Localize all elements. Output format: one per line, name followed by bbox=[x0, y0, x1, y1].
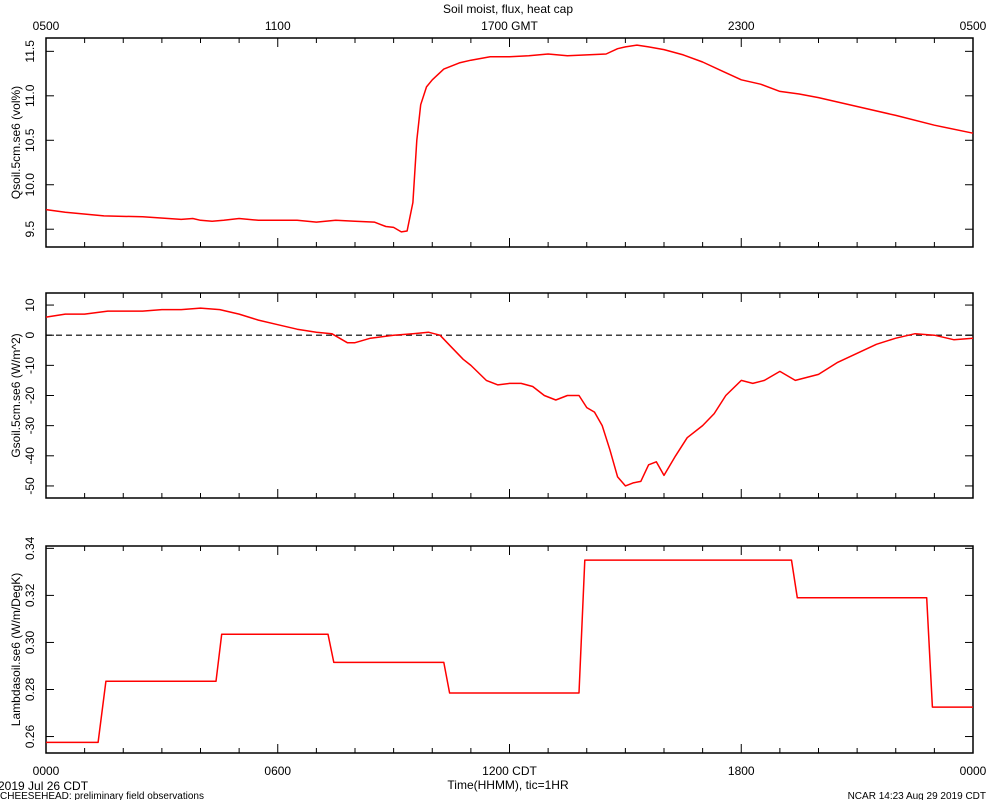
bottom-axis-tick-label: 0000 bbox=[960, 764, 987, 778]
panel-frame bbox=[45, 545, 974, 754]
y-tick-label: 0.26 bbox=[23, 725, 37, 749]
y-tick-label: -30 bbox=[23, 417, 37, 435]
top-axis-tick-label: 0500 bbox=[960, 19, 987, 33]
y-axis-label: Lambdasoil.se6 (W/m/DegK) bbox=[9, 573, 23, 726]
panel-2: -50 -40 -30 -20 -10 0 10 Gsoil.5cm.se6 (W/m^2) bbox=[9, 292, 974, 499]
footer-right: NCAR 14:23 Aug 29 2019 CDT bbox=[848, 791, 986, 800]
x-axis-label: Time(HHMM), tic=1HR bbox=[447, 778, 569, 792]
y-tick-label: 9.5 bbox=[23, 221, 37, 238]
y-tick-label: 0.34 bbox=[23, 536, 37, 560]
top-axis-tick-label: 1700 GMT bbox=[481, 19, 538, 33]
y-tick-label: -40 bbox=[23, 447, 37, 465]
y-tick-label: -50 bbox=[23, 477, 37, 495]
top-axis-tick-label: 1100 bbox=[265, 19, 291, 33]
y-tick-label: -20 bbox=[23, 387, 37, 405]
y-tick-label: 0.32 bbox=[23, 583, 37, 607]
chart-panels: 9.5 10.0 10.5 11.0 11.5 Qsoil.5cm.se6 (vol%) -… bbox=[9, 37, 974, 754]
chart-title: Soil moist, flux, heat cap bbox=[443, 2, 573, 16]
top-axis-tick-labels: 0500 1100 1700 GMT 2300 0500 bbox=[33, 19, 987, 33]
y-tick-label: 10.5 bbox=[23, 128, 37, 152]
y-axis-label: Gsoil.5cm.se6 (W/m^2) bbox=[9, 333, 23, 457]
series-line bbox=[46, 559, 973, 744]
y-tick-label: 10.0 bbox=[23, 173, 37, 197]
y-tick-label: 0 bbox=[23, 332, 37, 339]
y-tick-label: 11.5 bbox=[23, 40, 37, 63]
top-axis-tick-label: 2300 bbox=[728, 19, 755, 33]
y-tick-label: 0.28 bbox=[23, 677, 37, 701]
y-tick-label: 0.30 bbox=[23, 630, 37, 654]
series-line bbox=[45, 44, 974, 233]
y-tick-label: -10 bbox=[23, 356, 37, 374]
date-label: 2019 Jul 26 CDT bbox=[0, 779, 89, 793]
bottom-axis-tick-label: 1800 bbox=[728, 764, 755, 778]
panel-frame bbox=[45, 292, 974, 499]
panel-frame bbox=[45, 37, 974, 248]
bottom-axis-tick-labels: 0000 0600 1200 CDT 1800 0000 bbox=[33, 764, 987, 778]
y-tick-label: 10 bbox=[23, 298, 37, 312]
footer-left: CHEESEHEAD: preliminary field observatio… bbox=[0, 791, 204, 800]
bottom-axis-tick-label: 0000 bbox=[33, 764, 60, 778]
panel-1: 9.5 10.0 10.5 11.0 11.5 Qsoil.5cm.se6 (vol%) bbox=[9, 37, 974, 248]
y-axis-label: Qsoil.5cm.se6 (vol%) bbox=[9, 86, 23, 199]
series-line bbox=[45, 307, 974, 487]
top-axis-tick-label: 0500 bbox=[33, 19, 60, 33]
y-tick-label: 11.0 bbox=[23, 84, 37, 107]
bottom-axis-tick-label: 0600 bbox=[264, 764, 291, 778]
bottom-axis-tick-label: 1200 CDT bbox=[482, 764, 537, 778]
